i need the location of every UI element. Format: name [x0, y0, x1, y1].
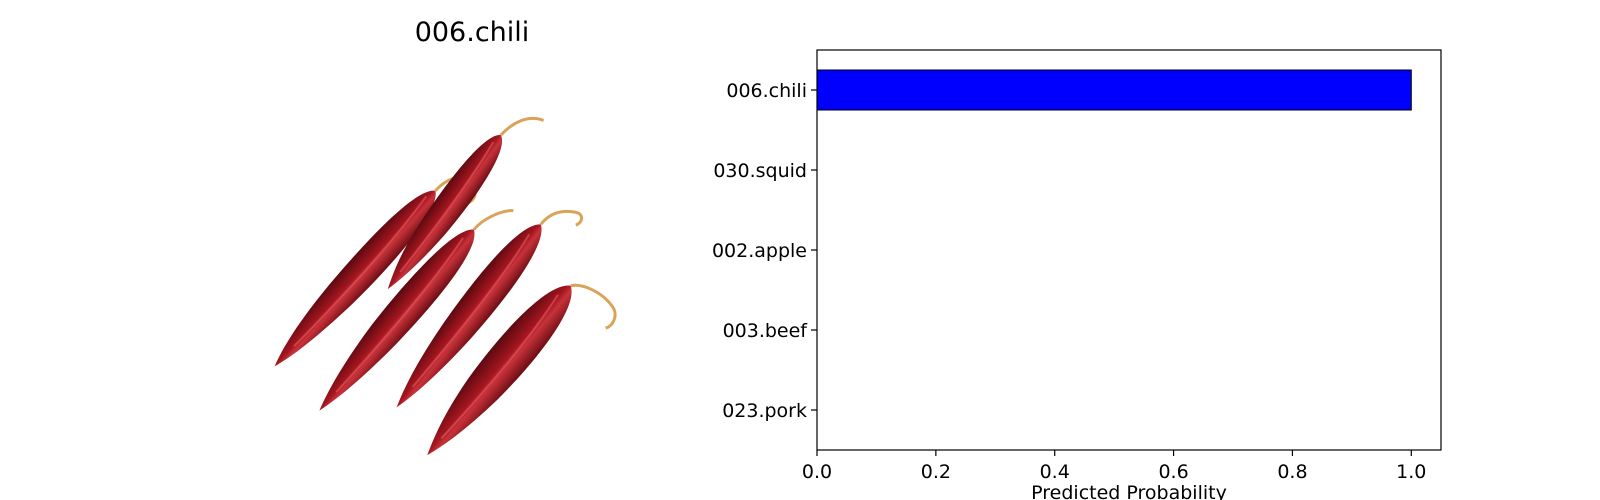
pepper-2 — [387, 116, 545, 290]
x-tick-label: 1.0 — [1396, 461, 1426, 483]
y-axis: 006.chili 030.squid 002.apple 003.beef 023.p… — [712, 80, 817, 422]
chili-photo — [272, 50, 672, 456]
image-title: 006.chili — [415, 17, 530, 48]
y-tick-label: 006.chili — [726, 80, 807, 102]
y-tick-label: 003.beef — [723, 320, 809, 342]
y-tick-label: 030.squid — [713, 160, 807, 182]
x-axis-label: Predicted Probability — [1031, 482, 1227, 500]
x-tick-label: 0.4 — [1040, 461, 1070, 483]
x-tick-label: 0.6 — [1158, 461, 1188, 483]
pepper-3 — [319, 209, 514, 411]
x-tick-label: 0.0 — [802, 461, 832, 483]
x-axis: 0.0 0.2 0.4 0.6 0.8 1.0 — [802, 450, 1426, 483]
x-tick-label: 0.8 — [1277, 461, 1307, 483]
pepper-5 — [427, 283, 617, 456]
x-tick-label: 0.2 — [921, 461, 951, 483]
y-tick-label: 002.apple — [712, 240, 807, 262]
pepper-4 — [396, 209, 584, 408]
bar-chart: 006.chili 030.squid 002.apple 003.beef 023.p… — [712, 49, 1442, 500]
bars-layer — [816, 69, 1412, 111]
y-tick-label: 023.pork — [722, 400, 807, 422]
bar-006-chili — [816, 69, 1412, 111]
